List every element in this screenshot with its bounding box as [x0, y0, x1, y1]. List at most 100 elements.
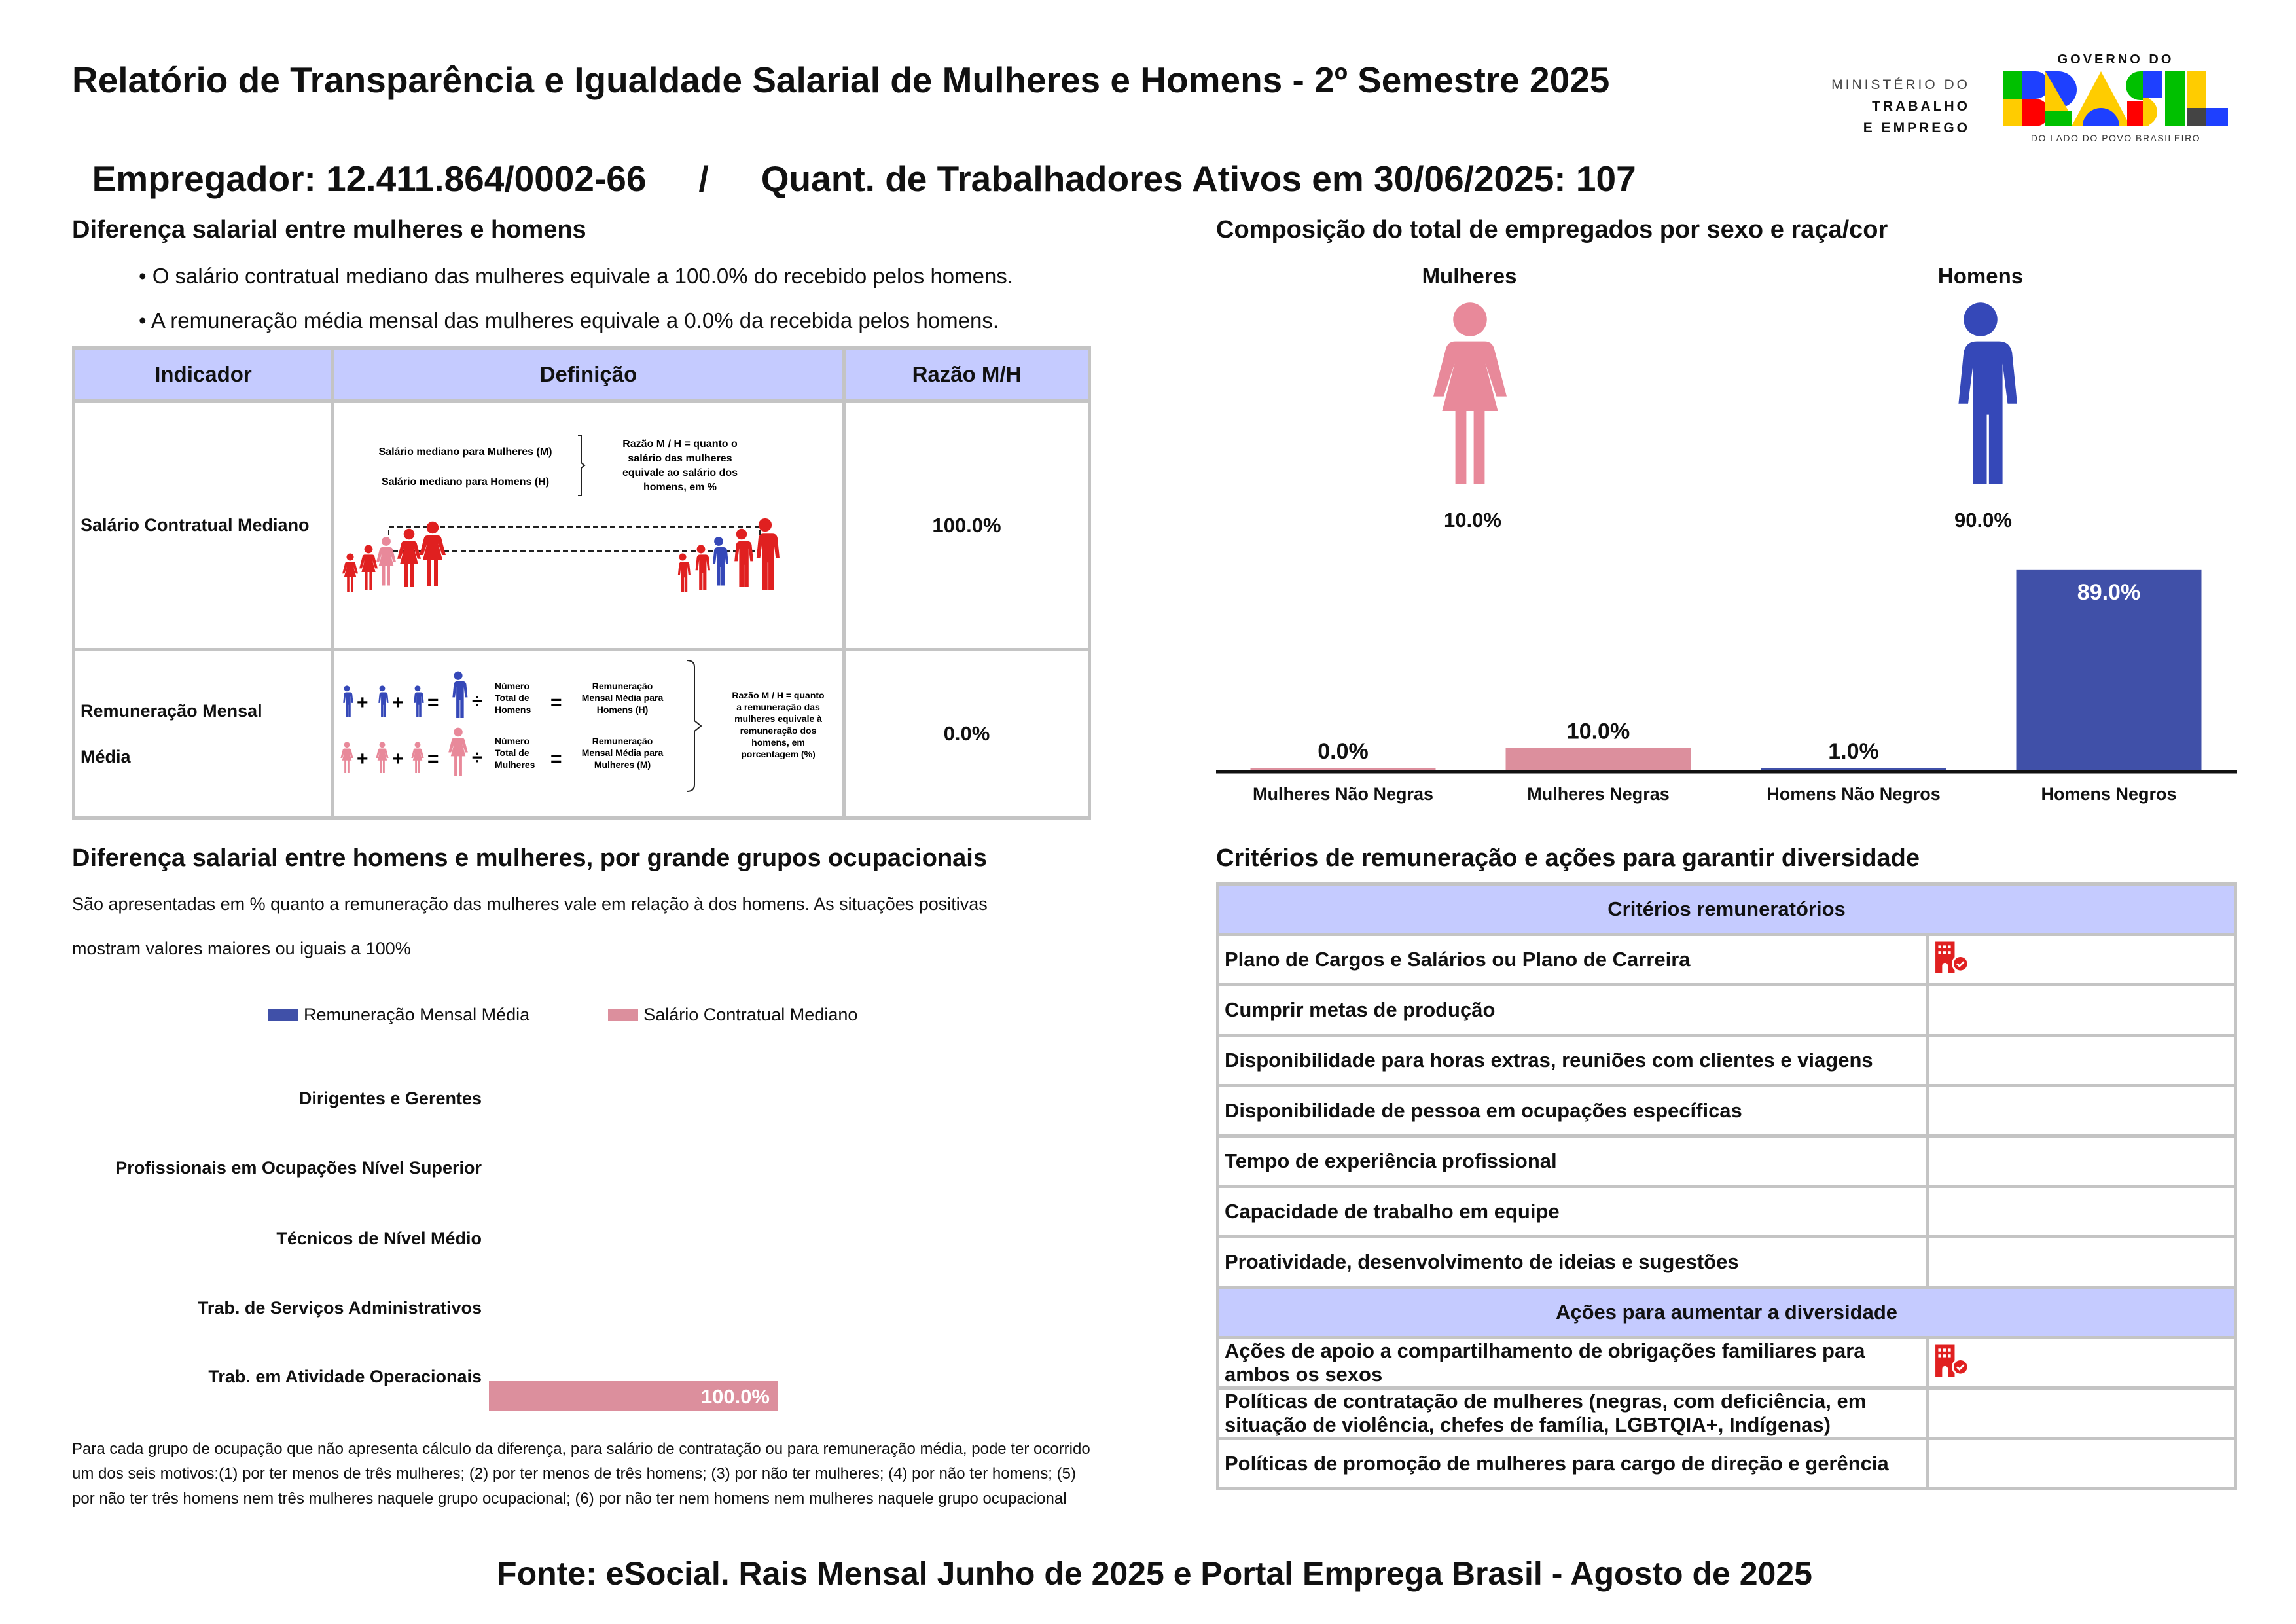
women-label: Mulheres: [1422, 264, 1517, 288]
ratio-avg-remuneration: 0.0%: [842, 648, 1091, 820]
criteria-row: Ações de apoio a compartilhamento de obr…: [1216, 1336, 2237, 1390]
legend-swatch-salary: [608, 1009, 639, 1021]
salary-diff-title: Diferença salarial entre mulheres e home…: [72, 216, 586, 244]
women-figures: [342, 521, 446, 592]
composition-bar: [1505, 748, 1691, 770]
active-workers: Quant. de Trabalhadores Ativos em 30/06/…: [761, 158, 1636, 199]
median-salary-diagram: Salário mediano para Mulheres (M) Salári…: [342, 435, 780, 592]
ratio2-def-3: mulheres equivale à: [734, 713, 822, 724]
indicator-table: Indicador Definição Razão M/H Salário Co…: [72, 346, 1091, 820]
ratio-def-2: salário das mulheres: [628, 453, 732, 464]
woman-figure-icon: [1433, 302, 1507, 484]
brasil-logo-mark: [2003, 71, 2228, 126]
brace: [686, 660, 702, 792]
occupational-bar-chart: 100.0%: [489, 1381, 778, 1411]
criteria-row: Cumprir metas de produção: [1216, 983, 2237, 1037]
equals-op: =: [550, 692, 562, 713]
table-row: Salário Contratual Mediano Salário media…: [72, 399, 1091, 651]
occupational-desc-1: São apresentadas em % quanto a remuneraç…: [72, 894, 988, 914]
equals-op: =: [427, 748, 439, 770]
indicator-avg-line2: Média: [81, 747, 131, 767]
ratio-def-4: homens, em %: [643, 482, 717, 493]
gov-slogan: DO LADO DO POVO BRASILEIRO: [2030, 133, 2201, 143]
occupational-footnote: Para cada grupo de ocupação que não apre…: [72, 1440, 1090, 1507]
building-check-icon: [1934, 1344, 1973, 1377]
brace: [578, 435, 586, 496]
composition-bar-label: 89.0%: [2077, 580, 2140, 605]
ratio2-def-5: homens, em: [751, 737, 805, 748]
men-count-3: Homens: [495, 704, 531, 715]
criteria-title: Critérios de remuneração e ações para ga…: [1216, 844, 1920, 872]
women-result-3: Mulheres (M): [594, 759, 651, 770]
median-salary-bullet: • O salário contratual mediano das mulhe…: [139, 264, 1014, 288]
operators: + + = ÷ = + + = ÷ =: [357, 691, 562, 770]
women-result-2: Mensal Média para: [582, 748, 664, 758]
ratio2-def-4: remuneração dos: [740, 725, 817, 736]
occupational-bar: [489, 1381, 778, 1411]
criteria-label: Políticas de promoção de mulheres para c…: [1216, 1437, 1929, 1490]
plus-op: +: [357, 692, 368, 713]
criteria-label: Plano de Cargos e Salários ou Plano de C…: [1216, 933, 1929, 986]
criteria-label: Disponibilidade para horas extras, reuni…: [1216, 1034, 1929, 1087]
criteria-label: Ações de apoio a compartilhamento de obr…: [1216, 1336, 1929, 1390]
gov-line: GOVERNO DO: [2057, 52, 2174, 67]
composition-category-label: Mulheres Negras: [1527, 784, 1670, 804]
criteria-table: Critérios remuneratórios Plano de Cargos…: [1216, 882, 2237, 1490]
diversity-header: Ações para aumentar a diversidade: [1216, 1286, 2237, 1339]
occupational-category-label: Profissionais em Ocupações Nível Superio…: [115, 1158, 482, 1178]
criteria-status: [1926, 1235, 2237, 1289]
composition-category-label: Mulheres Não Negras: [1253, 784, 1433, 804]
occupational-desc-2: mostram valores maiores ou iguais a 100%: [72, 939, 411, 958]
ratio2-def-6: porcentagem (%): [741, 749, 816, 759]
women-result-1: Remuneração: [592, 736, 653, 746]
equals-op: =: [427, 692, 439, 713]
criteria-label: Proatividade, desenvolvimento de ideias …: [1216, 1235, 1929, 1289]
divide-op: ÷: [472, 691, 482, 712]
occupational-bar-label: 100.0%: [701, 1385, 770, 1408]
women-count-1: Número: [495, 736, 529, 746]
ratio2-def-2: a remuneração das: [736, 702, 820, 712]
ratio-def-1: Razão M / H = quanto o: [622, 439, 738, 450]
criteria-row: Plano de Cargos e Salários ou Plano de C…: [1216, 933, 2237, 986]
occupational-category-label: Técnicos de Nível Médio: [276, 1229, 482, 1248]
plus-op: +: [357, 748, 368, 770]
criteria-row: Disponibilidade para horas extras, reuni…: [1216, 1034, 2237, 1087]
criteria-label: Disponibilidade de pessoa em ocupações e…: [1216, 1084, 1929, 1138]
employer-info: Empregador: 12.411.864/0002-66 / Quant. de…: [72, 116, 1636, 200]
criteria-status: [1926, 933, 2237, 986]
composition-bar: [1250, 768, 1436, 770]
men-label: Homens: [1937, 264, 2024, 288]
occupational-title: Diferença salarial entre homens e mulher…: [72, 844, 987, 872]
men-percentage: 90.0%: [1954, 509, 2012, 532]
indicator-avg-line1: Remuneração Mensal: [81, 701, 262, 721]
criteria-status: [1926, 1386, 2237, 1440]
ministry-line2: TRABALHO: [1872, 99, 1970, 114]
composition-bar-label: 10.0%: [1567, 719, 1630, 744]
definition-median-illustration: Salário mediano para Mulheres (M) Salári…: [331, 399, 846, 651]
men-count-2: Total de: [495, 693, 529, 703]
criteria-header: Critérios remuneratórios: [1216, 882, 2237, 936]
plus-op: +: [392, 692, 404, 713]
equals-op: =: [550, 748, 562, 770]
employer-id: Empregador: 12.411.864/0002-66: [92, 158, 647, 199]
occupational-category-label: Trab. em Atividade Operacionais: [208, 1367, 482, 1386]
criteria-row: Políticas de promoção de mulheres para c…: [1216, 1437, 2237, 1490]
col-definition: Definição: [331, 346, 846, 403]
criteria-label: Tempo de experiência profissional: [1216, 1134, 1929, 1188]
composition-title: Composição do total de empregados por se…: [1216, 216, 1888, 244]
plus-op: +: [392, 748, 404, 770]
avg-remuneration-diagram: + + = ÷ = + + = ÷ = Número Total de Home…: [340, 660, 825, 792]
criteria-label: Cumprir metas de produção: [1216, 983, 1929, 1037]
men-figures: [677, 518, 780, 592]
occupational-category-label: Dirigentes e Gerentes: [298, 1089, 482, 1108]
report-title: Relatório de Transparência e Igualdade S…: [72, 60, 1610, 100]
ministry-line3: E EMPREGO: [1863, 120, 1970, 135]
women-count-3: Mulheres: [495, 759, 535, 770]
composition-bar-label: 0.0%: [1318, 739, 1369, 764]
men-result-2: Mensal Média para: [582, 693, 664, 703]
criteria-status: [1926, 1437, 2237, 1490]
criteria-row: Políticas de contratação de mulheres (ne…: [1216, 1386, 2237, 1440]
criteria-status: [1926, 1134, 2237, 1188]
criteria-row: Proatividade, desenvolvimento de ideias …: [1216, 1235, 2237, 1289]
criteria-row: Disponibilidade de pessoa em ocupações e…: [1216, 1084, 2237, 1138]
